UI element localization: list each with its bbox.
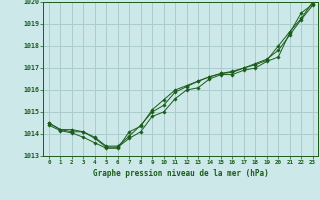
X-axis label: Graphe pression niveau de la mer (hPa): Graphe pression niveau de la mer (hPa) <box>93 169 269 178</box>
